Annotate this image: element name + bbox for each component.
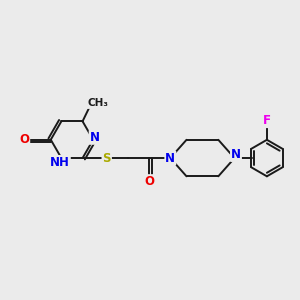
- Text: O: O: [19, 133, 29, 146]
- Text: F: F: [263, 114, 271, 127]
- Text: S: S: [103, 152, 111, 165]
- Text: N: N: [231, 148, 241, 161]
- Text: O: O: [144, 175, 154, 188]
- Text: CH₃: CH₃: [87, 98, 108, 108]
- Text: N: N: [165, 152, 175, 165]
- Text: NH: NH: [50, 156, 70, 169]
- Text: N: N: [90, 131, 100, 144]
